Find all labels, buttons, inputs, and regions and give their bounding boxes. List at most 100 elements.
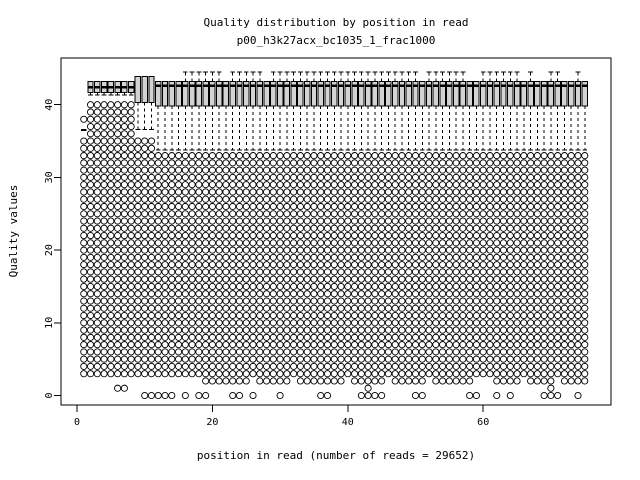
outlier-circle (188, 333, 196, 341)
outlier-circle (452, 297, 460, 305)
outlier-circle (466, 268, 474, 276)
outlier-circle (141, 362, 149, 370)
outlier-circle (208, 261, 216, 269)
outlier-circle (127, 326, 135, 334)
outlier-circle (127, 122, 135, 131)
outlier-circle (208, 362, 216, 370)
outlier-circle (554, 282, 562, 291)
outlier-circle (141, 311, 149, 320)
outlier-circle (141, 355, 149, 363)
outlier-circle (472, 282, 480, 291)
outlier-circle (134, 319, 142, 327)
outlier-circle (378, 173, 386, 181)
outlier-circle (283, 275, 291, 283)
outlier-circle (269, 341, 277, 349)
outlier-circle (486, 181, 494, 189)
outlier-circle (283, 362, 291, 370)
outlier-circle (310, 268, 318, 276)
outlier-circle (168, 355, 176, 363)
outlier-circle (174, 362, 183, 370)
outlier-circle (229, 297, 237, 305)
box (364, 80, 372, 107)
outlier-circle (330, 210, 338, 218)
outlier-circle (208, 326, 216, 334)
outlier-circle (533, 370, 541, 378)
outlier-circle (202, 370, 210, 378)
outlier-circle (493, 348, 501, 356)
outlier-circle (384, 326, 392, 334)
outlier-circle (439, 333, 447, 341)
outlier-circle (337, 159, 345, 167)
outlier-circle (560, 326, 568, 334)
outlier-circle (107, 348, 115, 356)
outlier-circle (242, 311, 250, 320)
outlier-circle (317, 195, 325, 203)
outlier-circle (337, 261, 345, 269)
outlier-circle (527, 253, 535, 261)
outlier-circle (554, 224, 562, 232)
outlier-circle (107, 261, 115, 269)
outlier-circle (303, 282, 311, 291)
outlier-circle (466, 159, 474, 167)
outlier-circle (120, 188, 128, 196)
outlier-circle (506, 159, 514, 167)
outlier-circle (242, 202, 250, 211)
outlier-circle (411, 166, 420, 174)
outlier-circle (141, 166, 149, 174)
outlier-circle (276, 290, 284, 298)
outlier-circle (371, 195, 379, 203)
outlier-circle (303, 355, 311, 363)
outlier-circle (466, 370, 474, 378)
outlier-circle (425, 246, 433, 254)
outlier-circle (459, 152, 467, 160)
outlier-circle (506, 239, 514, 247)
outlier-circle (445, 326, 453, 334)
box (317, 80, 324, 107)
outlier-circle (581, 319, 589, 327)
outlier-circle (486, 188, 494, 196)
outlier-circle (357, 224, 365, 232)
outlier-circle (147, 348, 156, 356)
outlier-circle (161, 268, 169, 276)
outlier-circle (411, 224, 420, 232)
outlier-circle (323, 333, 332, 341)
outlier-circle (249, 282, 257, 291)
y-tick-label: 20 (44, 244, 55, 256)
outlier-circle (547, 341, 555, 349)
outlier-circle (249, 159, 257, 167)
outlier-circle (547, 181, 555, 189)
outlier-circle (269, 152, 277, 160)
outlier-circle (357, 333, 365, 341)
outlier-circle (486, 355, 494, 363)
outlier-circle (405, 348, 413, 356)
outlier-circle (317, 152, 325, 160)
outlier-circle (249, 275, 257, 283)
outlier-circle (418, 268, 426, 276)
outlier-circle (181, 282, 189, 291)
outlier-circle (567, 159, 575, 167)
outlier-circle (398, 290, 406, 298)
outlier-circle (93, 246, 101, 254)
outlier-circle (120, 370, 128, 378)
outlier-circle (574, 166, 582, 174)
outlier-circle (290, 311, 298, 320)
outlier-circle (567, 253, 575, 261)
outlier-circle (229, 181, 237, 189)
outlier-circle (188, 173, 196, 181)
outlier-circle (120, 152, 128, 160)
outlier-circle (86, 362, 95, 370)
outlier-circle (418, 370, 426, 378)
outlier-circle (120, 181, 128, 189)
outlier-circle (560, 159, 568, 167)
outlier-circle (533, 195, 541, 203)
outlier-circle (330, 166, 338, 174)
outlier-circle (154, 326, 162, 334)
outlier-circle (540, 232, 548, 240)
outlier-circle (181, 268, 189, 276)
outlier-circle (554, 246, 562, 254)
outlier-circle (547, 290, 555, 298)
outlier-circle (80, 210, 88, 218)
outlier-circle (181, 261, 189, 269)
outlier-circle (263, 290, 271, 298)
outlier-circle (330, 246, 338, 254)
